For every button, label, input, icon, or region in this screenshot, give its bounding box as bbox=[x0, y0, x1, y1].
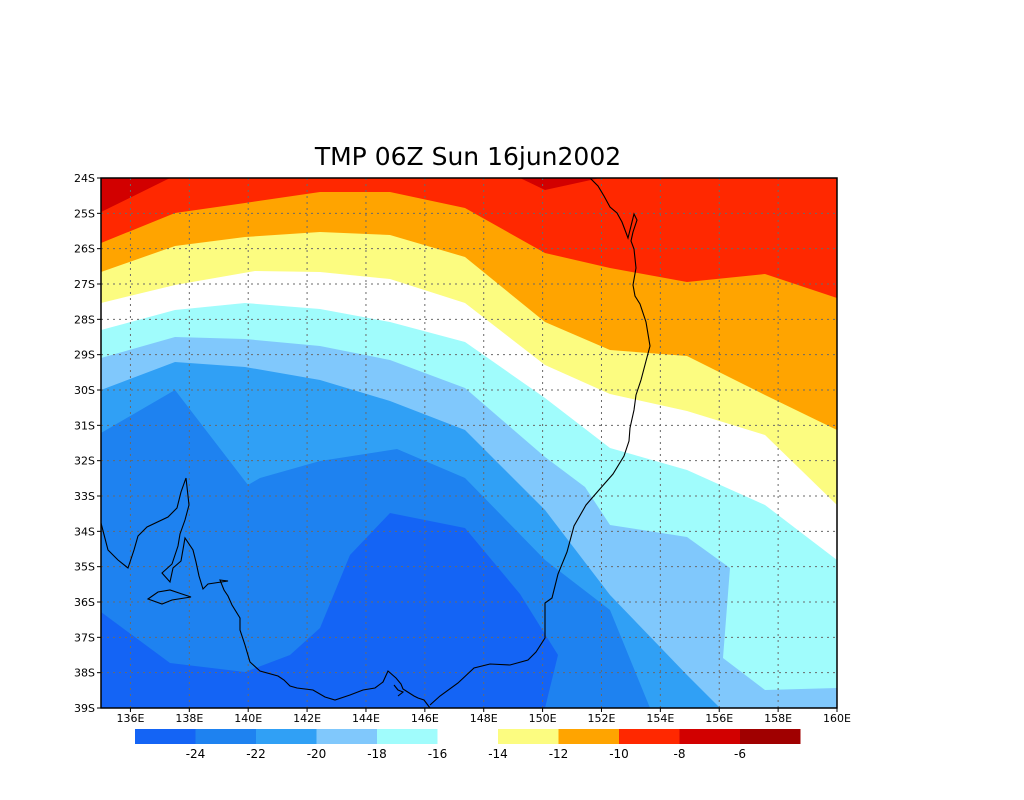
colorbar-swatch bbox=[679, 729, 740, 744]
colorbar-swatch bbox=[316, 729, 377, 744]
lat-tick-label: 38S bbox=[74, 667, 95, 680]
lat-tick-label: 33S bbox=[74, 490, 95, 503]
lat-tick-label: 26S bbox=[74, 243, 95, 256]
map-frame bbox=[100, 177, 838, 709]
lon-tick-label: 148E bbox=[470, 712, 498, 725]
colorbar-label: -22 bbox=[246, 747, 266, 761]
colorbar-swatch bbox=[135, 729, 196, 744]
lat-tick-label: 28S bbox=[74, 313, 95, 326]
colorbar-swatch bbox=[558, 729, 619, 744]
lon-tick-label: 158E bbox=[764, 712, 792, 725]
lon-tick-label: 146E bbox=[411, 712, 439, 725]
colorbar-swatch bbox=[498, 729, 559, 744]
east-coast-outline bbox=[429, 178, 651, 706]
colorbar-label: -24 bbox=[186, 747, 206, 761]
lon-tick-label: 142E bbox=[293, 712, 321, 725]
lat-tick-label: 36S bbox=[74, 596, 95, 609]
colorbar-label: -18 bbox=[367, 747, 387, 761]
colorbar-label: -8 bbox=[674, 747, 686, 761]
longitude-axis: 136E 138E 140E 142E 144E 146E 148E 150E 152E 154E… bbox=[116, 708, 851, 725]
colorbar-label: -6 bbox=[734, 747, 746, 761]
colorbar-label: -14 bbox=[488, 747, 508, 761]
colorbar-label: -12 bbox=[549, 747, 569, 761]
lon-tick-label: 152E bbox=[588, 712, 616, 725]
colorbar-swatch bbox=[740, 729, 801, 744]
lat-tick-label: 31S bbox=[74, 419, 95, 432]
lon-tick-label: 154E bbox=[646, 712, 674, 725]
temperature-bands bbox=[101, 178, 837, 708]
lat-tick-label: 32S bbox=[74, 455, 95, 468]
lat-tick-label: 25S bbox=[74, 207, 95, 220]
kangaroo-island-outline bbox=[146, 589, 192, 605]
colorbar-swatch bbox=[256, 729, 317, 744]
lat-tick-label: 29S bbox=[74, 349, 95, 362]
lat-tick-label: 24S bbox=[74, 172, 95, 185]
latitude-axis: 24S 25S 26S 27S 28S 29S 30S 31S 32S 33S 34S 35S 36S 3… bbox=[74, 172, 101, 715]
lat-tick-label: 35S bbox=[74, 561, 95, 574]
band-minus8-minus6 bbox=[101, 178, 600, 212]
colorbar-label: -16 bbox=[428, 747, 448, 761]
lat-tick-label: 30S bbox=[74, 384, 95, 397]
lon-tick-label: 140E bbox=[234, 712, 262, 725]
lon-tick-label: 144E bbox=[352, 712, 380, 725]
port-phillip-outline bbox=[393, 684, 405, 697]
lat-tick-label: 37S bbox=[74, 631, 95, 644]
colorbar-swatch bbox=[377, 729, 438, 744]
lat-tick-label: 34S bbox=[74, 525, 95, 538]
lat-tick-label: 27S bbox=[74, 278, 95, 291]
lat-tick-label: 39S bbox=[74, 702, 95, 715]
colorbar-label: -20 bbox=[307, 747, 327, 761]
coastline bbox=[101, 178, 651, 708]
colorbar-swatch bbox=[195, 729, 256, 744]
map-title: TMP 06Z Sun 16jun2002 bbox=[314, 142, 621, 171]
lon-tick-label: 150E bbox=[529, 712, 557, 725]
colorbar-legend: -24 -22 -20 -18 -16 -14 -12 -10 -8 -6 bbox=[135, 729, 801, 761]
colorbar-label: -10 bbox=[609, 747, 629, 761]
lon-tick-label: 156E bbox=[705, 712, 733, 725]
band-below-minus24 bbox=[101, 513, 558, 708]
south-coast-outline bbox=[101, 477, 431, 708]
colorbar-swatch bbox=[619, 729, 680, 744]
lon-tick-label: 136E bbox=[116, 712, 144, 725]
lon-tick-label: 138E bbox=[175, 712, 203, 725]
lon-tick-label: 160E bbox=[823, 712, 851, 725]
